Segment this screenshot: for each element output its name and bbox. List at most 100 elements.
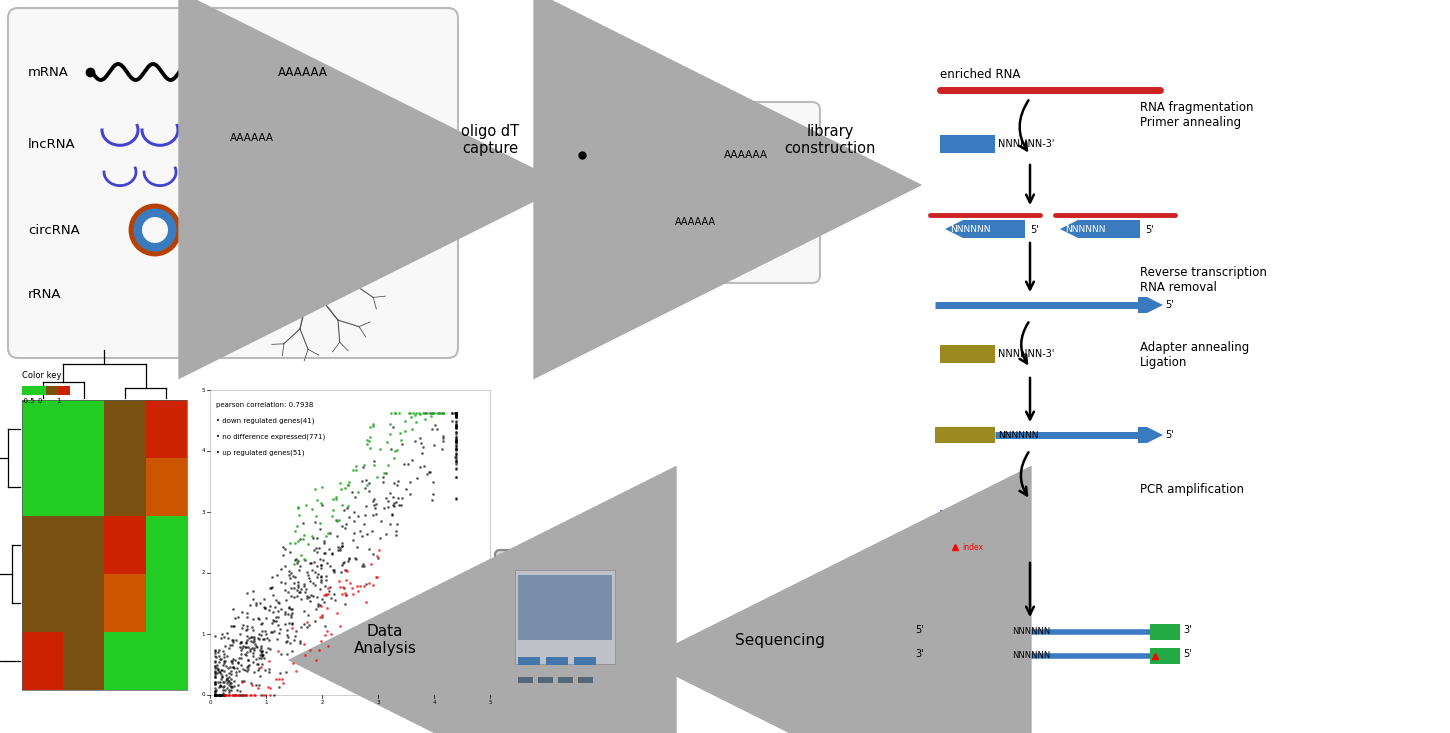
- Point: [203, 657, 226, 668]
- Text: Reverse transcription
RNA removal: Reverse transcription RNA removal: [1140, 266, 1267, 294]
- Text: 1: 1: [264, 700, 268, 705]
- Point: [242, 633, 265, 644]
- Point: [445, 408, 468, 419]
- Point: [329, 542, 352, 553]
- Point: [445, 436, 468, 448]
- Text: NNNNNN: NNNNNN: [1012, 650, 1050, 660]
- Point: [203, 660, 226, 671]
- Point: [203, 689, 226, 701]
- Point: [251, 649, 274, 661]
- Point: [273, 548, 296, 560]
- Text: 0: 0: [202, 693, 204, 698]
- Text: 3': 3': [1183, 625, 1192, 635]
- Point: [355, 528, 378, 540]
- Point: [445, 426, 468, 438]
- Point: [223, 676, 246, 688]
- Point: [207, 689, 231, 701]
- Point: [294, 583, 318, 594]
- Point: [219, 620, 242, 632]
- Point: [431, 432, 454, 443]
- Point: [222, 689, 245, 701]
- Point: [281, 559, 304, 570]
- Point: [345, 580, 368, 592]
- Point: [289, 622, 312, 633]
- Point: [229, 637, 252, 649]
- Point: [219, 674, 242, 685]
- Point: [249, 648, 273, 660]
- Point: [265, 633, 289, 645]
- Point: [328, 544, 351, 556]
- Text: circRNA: circRNA: [28, 224, 80, 237]
- Point: [277, 617, 300, 629]
- Text: • down regulated genes(41): • down regulated genes(41): [216, 418, 315, 424]
- Bar: [104, 516, 146, 574]
- Point: [296, 590, 319, 602]
- Point: [291, 580, 315, 592]
- Point: [212, 689, 235, 701]
- Point: [303, 483, 326, 495]
- Point: [242, 624, 265, 636]
- Point: [220, 689, 244, 701]
- Bar: [1150, 648, 1180, 664]
- Point: [213, 684, 236, 696]
- Point: [376, 436, 399, 448]
- Point: [251, 650, 274, 662]
- Point: [231, 606, 254, 618]
- Point: [381, 509, 405, 521]
- Point: [328, 514, 351, 526]
- Point: [219, 677, 242, 689]
- Point: [212, 677, 235, 688]
- Point: [257, 642, 280, 654]
- Point: [329, 567, 352, 578]
- Bar: [518, 657, 539, 665]
- Point: [310, 500, 334, 512]
- Point: [418, 465, 441, 477]
- Point: [212, 666, 235, 677]
- Point: [215, 672, 238, 684]
- Point: [258, 666, 281, 677]
- Point: [362, 509, 386, 521]
- Point: [303, 516, 326, 528]
- Point: [445, 420, 468, 432]
- Point: [284, 554, 307, 566]
- Point: [255, 628, 278, 640]
- Bar: [210, 390, 490, 695]
- Point: [236, 654, 260, 666]
- Point: [322, 493, 345, 505]
- Point: [222, 679, 245, 691]
- Point: [412, 408, 435, 419]
- Point: [235, 637, 258, 649]
- Point: [293, 638, 316, 649]
- Point: [445, 462, 468, 474]
- Point: [348, 580, 371, 592]
- Point: [206, 647, 229, 658]
- Point: [231, 689, 254, 701]
- Point: [218, 633, 241, 644]
- Point: [431, 408, 454, 419]
- Point: [225, 689, 248, 701]
- Point: [378, 428, 402, 440]
- Point: [204, 667, 228, 679]
- Point: [445, 440, 468, 452]
- Point: [268, 627, 291, 639]
- Point: [249, 629, 273, 641]
- FancyBboxPatch shape: [564, 102, 821, 283]
- Point: [315, 570, 338, 582]
- Point: [203, 689, 226, 701]
- Text: NNNNNN: NNNNNN: [950, 224, 990, 234]
- Point: [335, 589, 358, 601]
- Point: [368, 545, 392, 556]
- Point: [336, 479, 360, 491]
- Point: [218, 671, 241, 683]
- Point: [229, 644, 252, 655]
- Point: [357, 477, 380, 489]
- Text: 4: 4: [432, 700, 436, 705]
- Point: [445, 408, 468, 419]
- Point: [283, 525, 306, 537]
- Text: 5': 5': [1146, 225, 1154, 235]
- Point: [231, 677, 254, 688]
- Point: [212, 645, 235, 657]
- Point: [268, 668, 291, 679]
- Point: [312, 596, 335, 608]
- Point: [223, 655, 246, 666]
